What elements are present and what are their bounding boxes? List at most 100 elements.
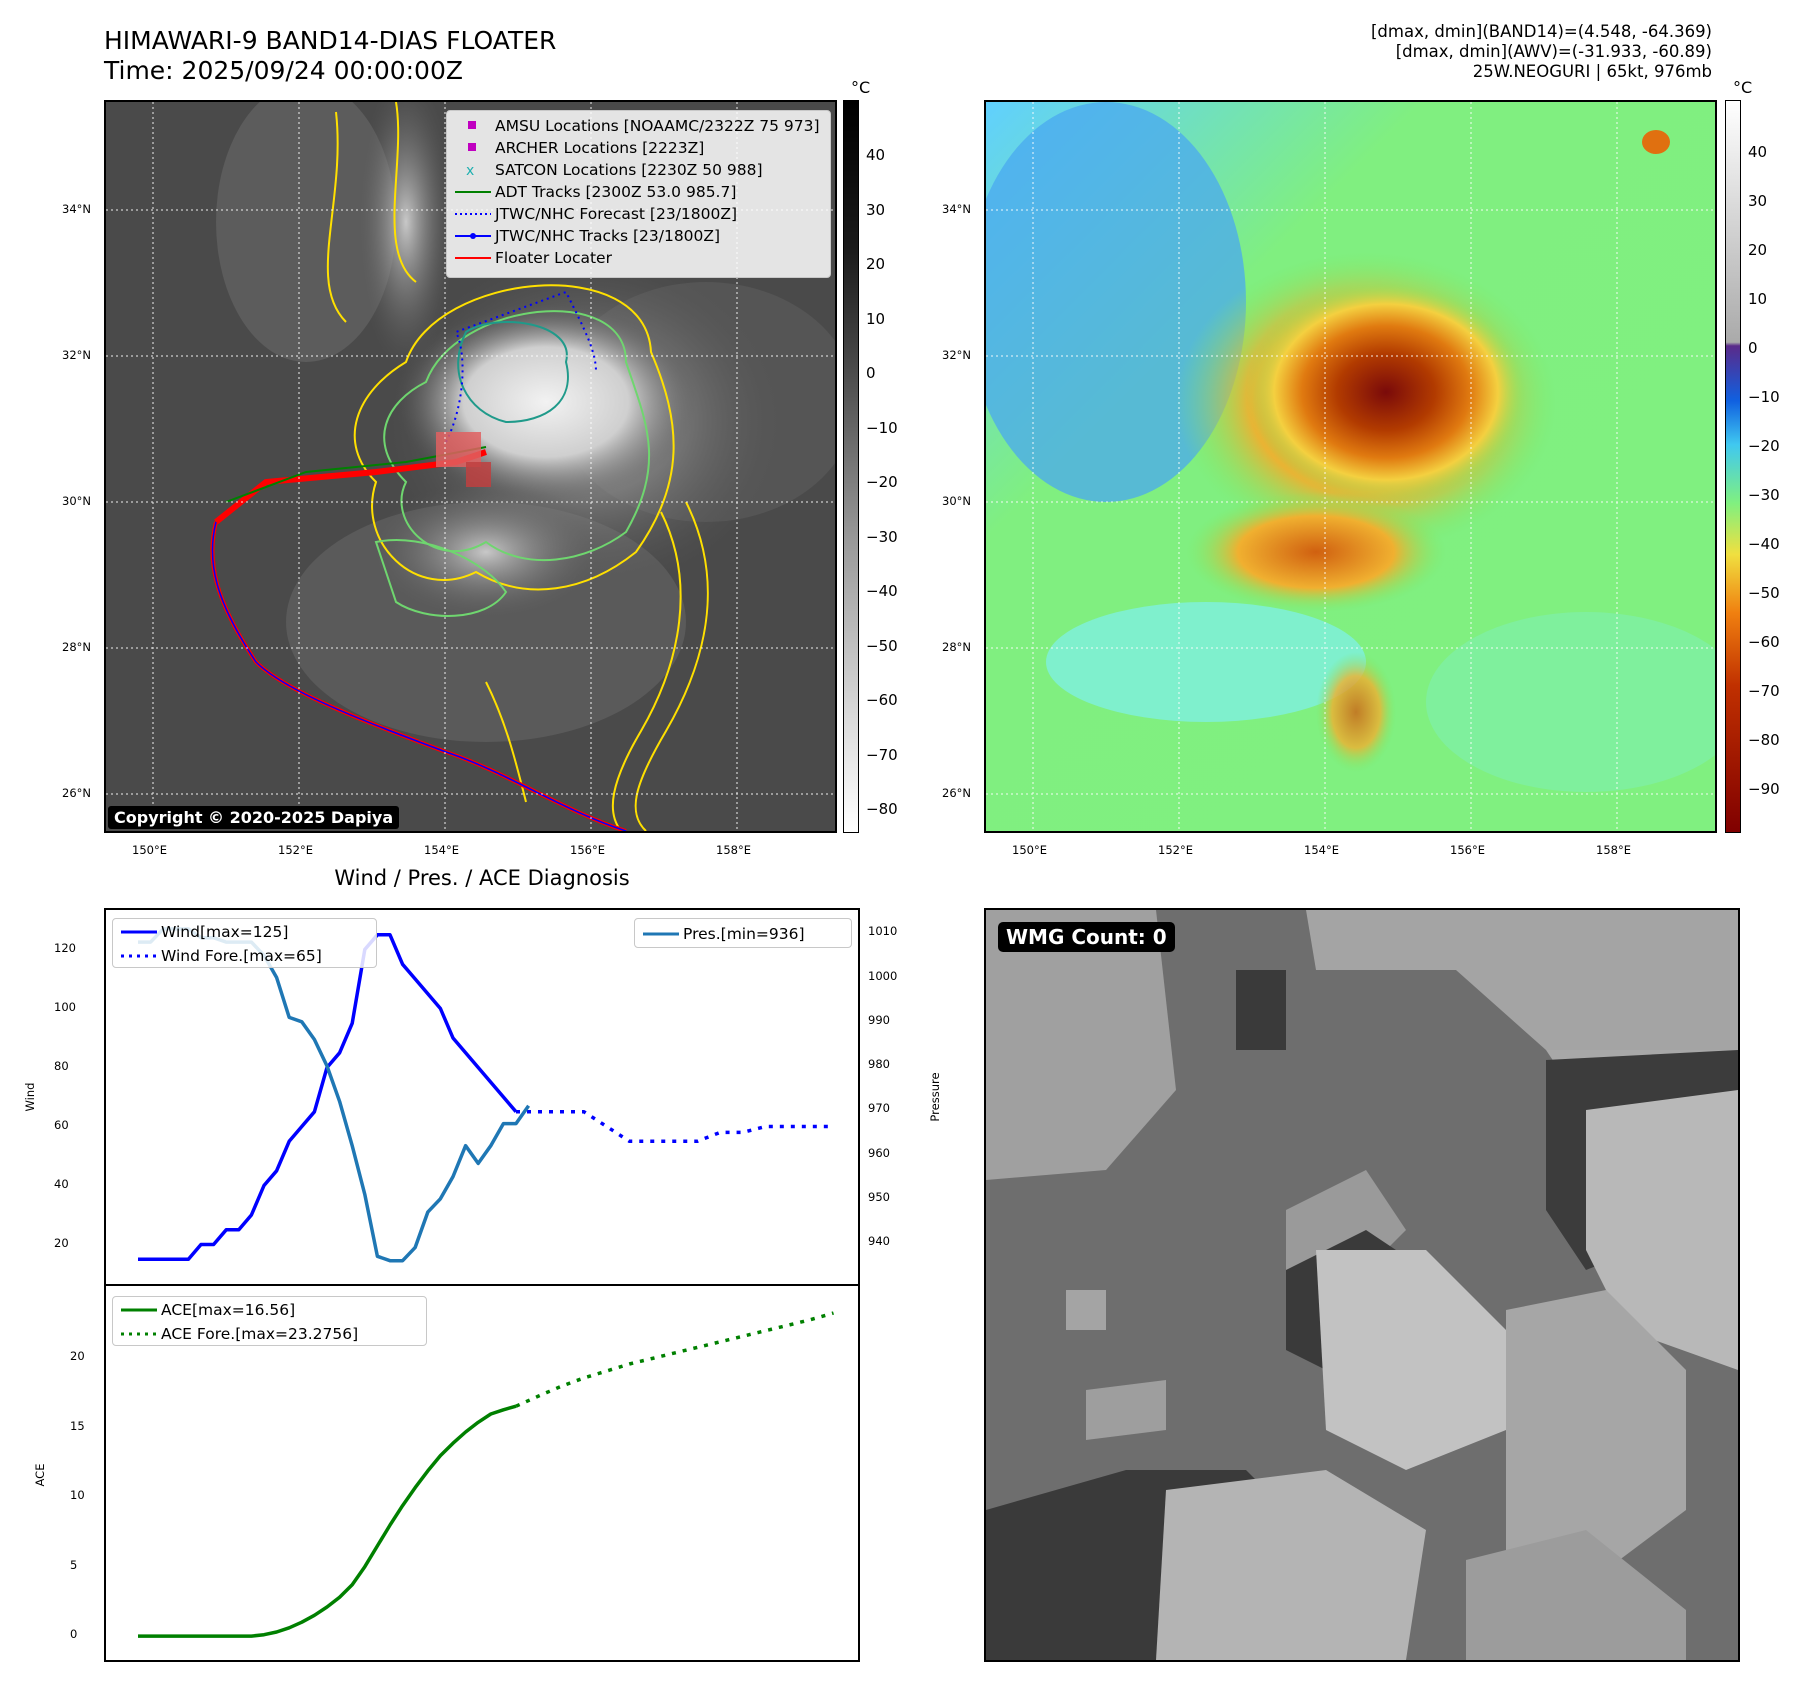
info-line-2: [dmax, dmin](AWV)=(-31.933, -60.89) [1395, 42, 1712, 61]
lat-label: 34°N [62, 202, 91, 216]
lat-label: 28°N [62, 640, 91, 654]
lon-label: 156°E [570, 843, 605, 857]
ace-line [138, 1404, 517, 1638]
legend-jtwc-forecast: JTWC/NHC Forecast [23/1800Z] [455, 205, 738, 223]
ace-tick: 5 [70, 1557, 78, 1572]
wind-tick: 80 [54, 1058, 69, 1073]
wind-tick: 60 [54, 1117, 69, 1132]
pressure-tick: 990 [868, 1012, 890, 1027]
ir-colorbar-tick: −20 [866, 473, 898, 491]
info-line-3: 25W.NEOGURI | 65kt, 976mb [1472, 62, 1712, 81]
color-colorbar-tick: −70 [1748, 682, 1780, 700]
ace-legend: ACE[max=16.56] ACE Fore.[max=23.2756] [112, 1296, 427, 1346]
color-colorbar-tick: 10 [1748, 290, 1768, 308]
ace-panel: ACE[max=16.56] ACE Fore.[max=23.2756] [104, 1284, 860, 1662]
lat-label: 28°N [942, 640, 971, 654]
svg-text:x: x [466, 163, 474, 179]
lat-label: 32°N [942, 348, 971, 362]
color-colorbar-tick: 30 [1748, 192, 1768, 210]
lat-label: 34°N [942, 202, 971, 216]
legend-wind: Wind[max=125] [121, 923, 289, 941]
lat-label: 32°N [62, 348, 91, 362]
lon-label: 156°E [1450, 843, 1485, 857]
ace-tick: 15 [70, 1418, 85, 1433]
pressure-tick: 960 [868, 1145, 890, 1160]
color-colorbar-tick: −10 [1748, 388, 1780, 406]
ir-colorbar-tick: −40 [866, 582, 898, 600]
color-colorbar [1725, 100, 1741, 833]
lon-label: 154°E [1304, 843, 1339, 857]
color-colorbar-tick: −90 [1748, 780, 1780, 798]
wind-tick: 20 [54, 1235, 69, 1250]
lon-label: 158°E [716, 843, 751, 857]
pressure-axis-label: Pressure [928, 1072, 942, 1122]
legend-amsu: AMSU Locations [NOAAMC/2322Z 75 973] [447, 115, 830, 137]
ir-colorbar-tick: −50 [866, 636, 898, 655]
ir-colorbar-tick: −70 [866, 745, 898, 764]
wind-legend: Wind[max=125] Wind Fore.[max=65] [112, 918, 377, 968]
lon-label: 150°E [132, 843, 167, 857]
title-line-2: Time: 2025/09/24 00:00:00Z [104, 56, 463, 85]
title-line-1: HIMAWARI-9 BAND14-DIAS FLOATER [104, 26, 557, 55]
ace-tick: 0 [70, 1627, 78, 1642]
copyright-badge: Copyright © 2020-2025 Dapiya [108, 806, 400, 829]
ir-satellite-panel: AMSU Locations [NOAAMC/2322Z 75 973] ARC… [104, 100, 837, 833]
ace-tick: 10 [70, 1488, 85, 1503]
lat-label: 30°N [62, 494, 91, 508]
legend-archer: ARCHER Locations [2223Z] [447, 137, 830, 159]
pressure-line [138, 927, 531, 1263]
legend-ace-fore: ACE Fore.[max=23.2756] [121, 1325, 359, 1343]
color-colorbar-tick: −20 [1748, 437, 1780, 455]
wind-pressure-panel: Wind[max=125] Wind Fore.[max=65] Pres.[m… [104, 908, 860, 1286]
ir-colorbar-tick: 30 [866, 200, 886, 219]
lon-label: 154°E [424, 843, 459, 857]
color-colorbar-tick: 40 [1748, 143, 1768, 161]
ir-colorbar-tick: −60 [866, 691, 898, 709]
lat-label: 26°N [942, 786, 971, 800]
figure-title: HIMAWARI-9 BAND14-DIAS FLOATER Time: 202… [104, 26, 556, 86]
map-legend: AMSU Locations [NOAAMC/2322Z 75 973] ARC… [446, 110, 831, 278]
color-colorbar-tick: −60 [1748, 633, 1780, 651]
lat-label: 26°N [62, 786, 91, 800]
wind-tick: 120 [54, 940, 76, 955]
color-enhanced-panel [984, 100, 1717, 833]
wind-axis-label: Wind [23, 1082, 37, 1112]
ir-colorbar-tick: 20 [866, 255, 886, 273]
diagnosis-title: Wind / Pres. / ACE Diagnosis [334, 866, 630, 890]
color-colorbar-tick: −30 [1748, 486, 1780, 504]
legend-wind-fore: Wind Fore.[max=65] [121, 947, 322, 965]
pressure-tick: 1000 [868, 968, 898, 983]
ace-plot [138, 1311, 834, 1638]
legend-satcon: x SATCON Locations [2230Z 50 988] [466, 161, 763, 179]
ir-colorbar [843, 100, 859, 833]
lat-label: 30°N [942, 494, 971, 508]
color-colorbar-tick: 20 [1748, 241, 1768, 259]
pressure-tick: 980 [868, 1057, 890, 1072]
color-map [986, 102, 1715, 831]
ir-colorbar-tick: 40 [866, 146, 886, 164]
pressure-legend: Pres.[min=936] [634, 918, 852, 948]
lon-label: 152°E [1158, 843, 1193, 857]
pressure-tick: 1010 [868, 924, 898, 939]
color-colorbar-unit: °C [1733, 78, 1753, 97]
color-colorbar-tick: −40 [1748, 535, 1780, 553]
legend-jtwc-tracks: JTWC/NHC Tracks [23/1800Z] [447, 225, 830, 247]
ir-colorbar-tick: −80 [866, 800, 898, 818]
ace-tick: 20 [70, 1349, 85, 1364]
wmg-count-badge: WMG Count: 0 [998, 922, 1175, 952]
wind-tick: 40 [54, 1176, 69, 1191]
color-colorbar-tick: 0 [1748, 339, 1758, 357]
legend-adt: ADT Tracks [2300Z 53.0 985.7] [455, 183, 737, 201]
color-colorbar-tick: −80 [1748, 731, 1780, 749]
ace-forecast-line [515, 1311, 834, 1408]
legend-ace: ACE[max=16.56] [121, 1301, 296, 1319]
ir-colorbar-tick: −10 [866, 418, 898, 437]
pressure-tick: 940 [868, 1234, 890, 1249]
legend-floater: Floater Locater [455, 249, 612, 267]
pressure-tick: 950 [868, 1189, 890, 1204]
wind-line [138, 933, 518, 1262]
storm-info: [dmax, dmin](BAND14)=(4.548, -64.369) [d… [1371, 22, 1712, 82]
ir-colorbar-tick: 0 [866, 364, 876, 382]
lon-label: 158°E [1596, 843, 1631, 857]
ir-colorbar-tick: −30 [866, 527, 898, 546]
